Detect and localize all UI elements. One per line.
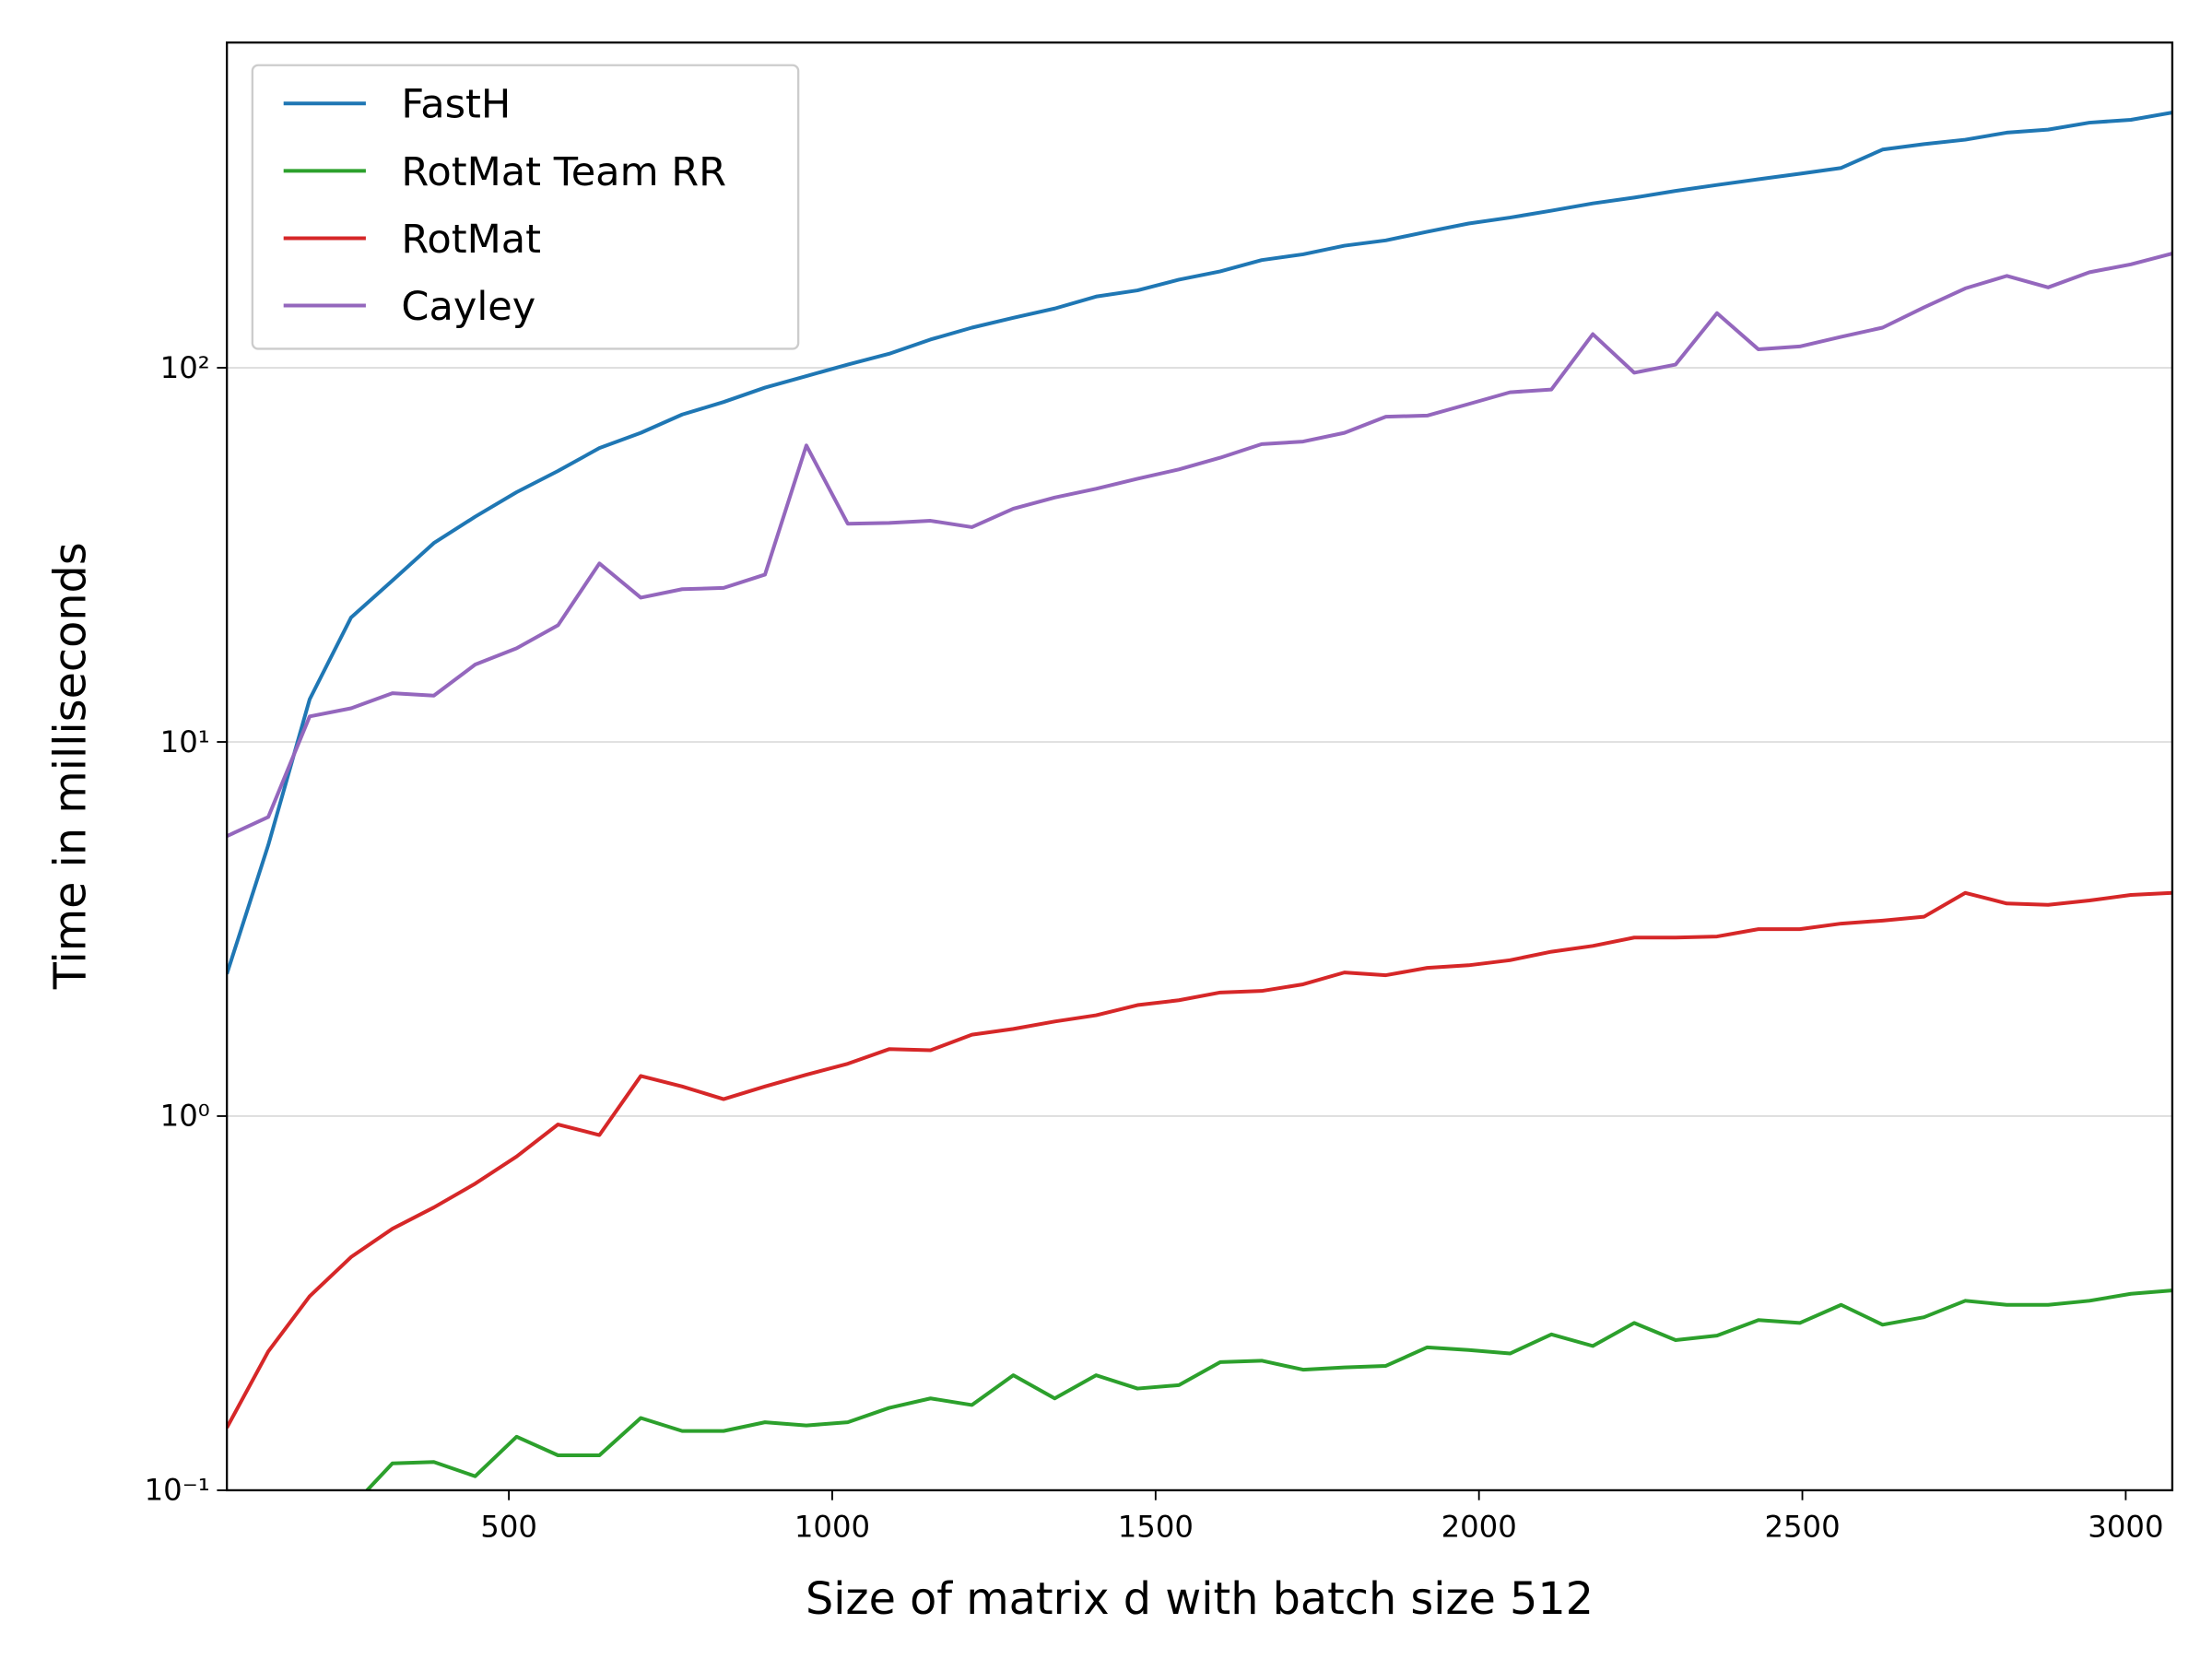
legend-label: Cayley — [401, 284, 535, 330]
y-tick-label: 10² — [160, 350, 210, 385]
series-line — [227, 890, 2172, 1429]
plot-frame — [226, 41, 2174, 1492]
x-tick-label: 2500 — [1764, 1510, 1840, 1545]
x-tick-label: 3000 — [2088, 1510, 2163, 1545]
x-axis-label: Size of matrix d with batch size 512 — [806, 1574, 1594, 1625]
y-axis-label: Time in milliseconds — [45, 542, 96, 990]
x-tick-label: 500 — [480, 1510, 537, 1545]
y-tick-label: 10¹ — [160, 724, 210, 759]
legend-label: RotMat Team RR — [401, 149, 726, 195]
plot-lines — [227, 111, 2172, 1490]
series-line — [227, 111, 2172, 975]
x-tick-label: 1000 — [794, 1510, 870, 1545]
series-line — [227, 252, 2172, 839]
legend: FastH RotMat Team RR RotMat Cayley — [251, 64, 800, 350]
legend-label: RotMat — [401, 217, 541, 263]
x-tick-label: 1500 — [1118, 1510, 1194, 1545]
y-tick-label: 10⁰ — [160, 1099, 210, 1134]
legend-box — [251, 64, 800, 350]
legend-label: FastH — [401, 82, 511, 128]
series-line — [364, 1288, 2172, 1490]
x-tick-label: 2000 — [1441, 1510, 1517, 1545]
y-tick-label: 10⁻¹ — [145, 1473, 210, 1508]
